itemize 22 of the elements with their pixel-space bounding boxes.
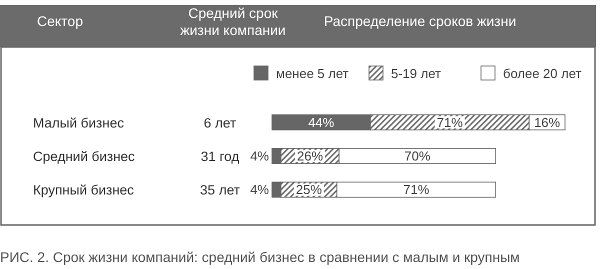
data-label: 70% [404, 148, 431, 164]
data-label: 71% [436, 114, 464, 130]
y-tick-label: Малый бизнес [33, 115, 124, 130]
text: Сектор [37, 13, 84, 29]
text: РИС. 2. Срок жизни компаний: средний бизнес в сравнении с малым и крупным [0, 249, 520, 265]
data-label: 4% [250, 182, 270, 198]
data-label: 4% [250, 148, 270, 164]
text: 35 лет [200, 182, 240, 198]
y-tick-label: Средний бизнес [33, 149, 136, 164]
data-label: 16% [534, 114, 561, 130]
text: Средний срок жизни компании [180, 5, 286, 38]
data-label: 25% [296, 182, 322, 198]
text: Распределение сроков жизни [324, 13, 516, 29]
legend-label: более 20 лет [503, 66, 582, 81]
data-label: 26% [297, 148, 324, 164]
legend-label: менее 5 лет [276, 66, 349, 81]
text: 6 лет [204, 115, 236, 130]
legend-label: 5-19 лет [391, 66, 442, 81]
data-label: 71% [403, 182, 430, 198]
data-label: 44% [308, 114, 335, 130]
text: 31 год [200, 149, 240, 164]
y-tick-label: Крупный бизнес [33, 182, 134, 198]
